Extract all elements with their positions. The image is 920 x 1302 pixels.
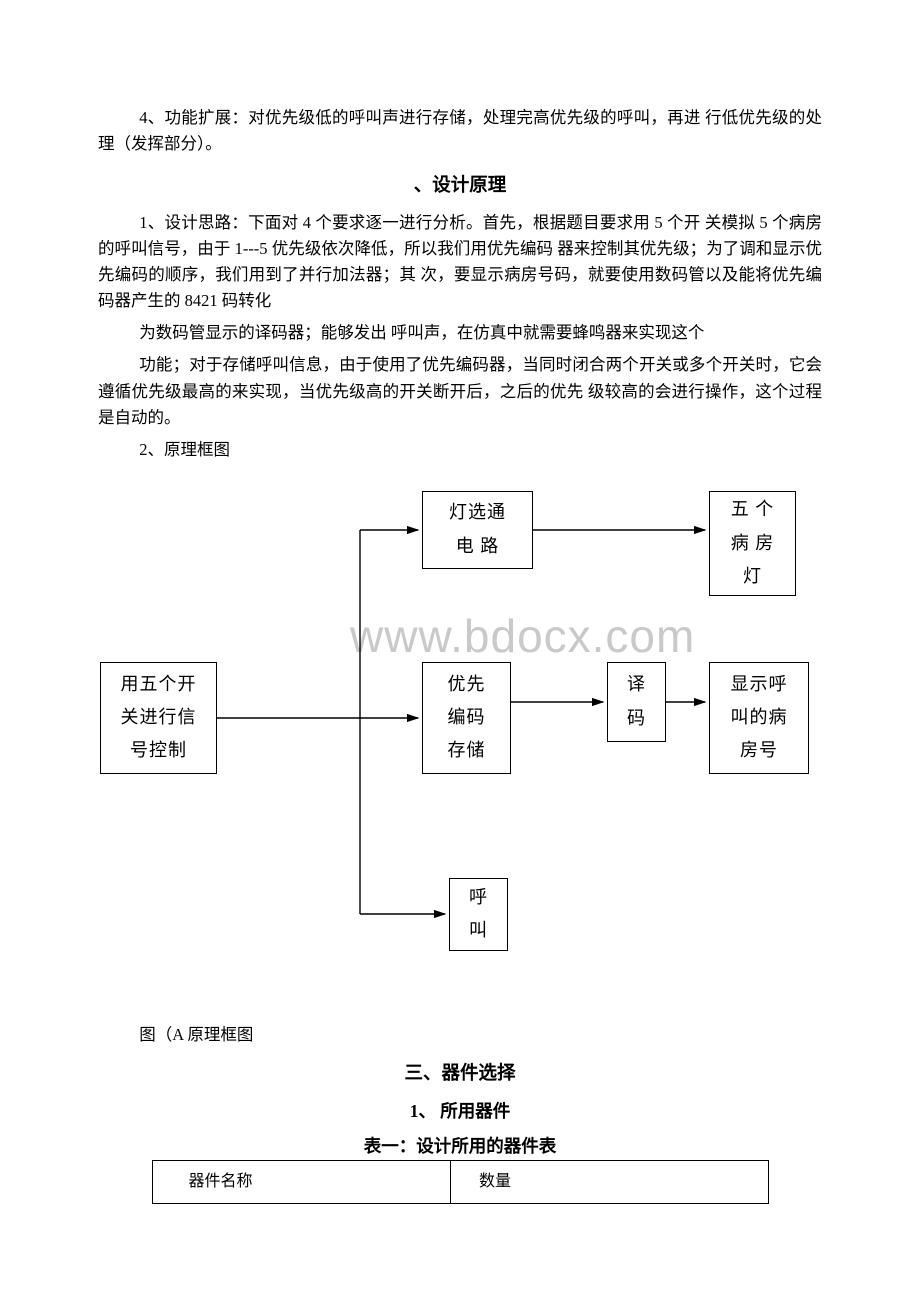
paragraph-block-diagram-label: 2、原理框图 bbox=[98, 437, 822, 463]
heading-design-principle: 、设计原理 bbox=[98, 171, 822, 197]
components-table: 器件名称 数量 bbox=[152, 1160, 769, 1204]
node-display: 显示呼叫的病房号 bbox=[709, 662, 809, 774]
paragraph-design-idea-2: 为数码管显示的译码器；能够发出 呼叫声，在仿真中就需要蜂鸣器来实现这个 bbox=[98, 320, 822, 346]
table-caption: 表一：设计所用的器件表 bbox=[98, 1133, 822, 1158]
table-header-name: 器件名称 bbox=[152, 1160, 451, 1203]
table-header-qty: 数量 bbox=[451, 1160, 768, 1203]
node-lights-label: 五 个病 房灯 bbox=[731, 493, 775, 593]
node-lightsel-label: 灯选通电 路 bbox=[449, 496, 506, 563]
node-encoder-label: 优先编码存储 bbox=[448, 668, 486, 768]
subheading-components-used: 1、 所用器件 bbox=[98, 1098, 822, 1123]
node-input-switches: 用五个开关进行信号控制 bbox=[100, 662, 217, 774]
col-name-text: 器件名称 bbox=[189, 1173, 253, 1190]
node-display-label: 显示呼叫的病房号 bbox=[731, 668, 788, 768]
paragraph-design-idea-1: 1、设计思路：下面对 4 个要求逐一进行分析。首先，根据题目要求用 5 个开 关… bbox=[98, 210, 822, 314]
node-five-lights: 五 个病 房灯 bbox=[709, 491, 796, 596]
node-call-label: 呼叫 bbox=[469, 881, 488, 948]
col-qty-text: 数量 bbox=[479, 1173, 511, 1190]
figure-caption: 图（A 原理框图 bbox=[98, 1021, 822, 1045]
paragraph-feature-ext: 4、功能扩展：对优先级低的呼叫声进行存储，处理完高优先级的呼叫，再进 行低优先级… bbox=[98, 105, 822, 157]
node-light-select: 灯选通电 路 bbox=[422, 491, 533, 569]
table-row: 器件名称 数量 bbox=[152, 1160, 768, 1203]
node-call: 呼叫 bbox=[449, 878, 508, 951]
node-decoder: 译码 bbox=[607, 662, 666, 742]
node-decoder-label: 译码 bbox=[627, 668, 646, 735]
node-input-label: 用五个开关进行信号控制 bbox=[121, 668, 197, 768]
node-priority-encoder: 优先编码存储 bbox=[422, 662, 511, 774]
block-diagram: www.bdocx.com 用五个开关进行信号控制 优先编码存储 灯选通电 路 … bbox=[100, 481, 820, 1011]
heading-component-selection: 三、器件选择 bbox=[98, 1059, 822, 1085]
paragraph-design-idea-3: 功能；对于存储呼叫信息，由于使用了优先编码器，当同时闭合两个开关或多个开关时，它… bbox=[98, 352, 822, 430]
